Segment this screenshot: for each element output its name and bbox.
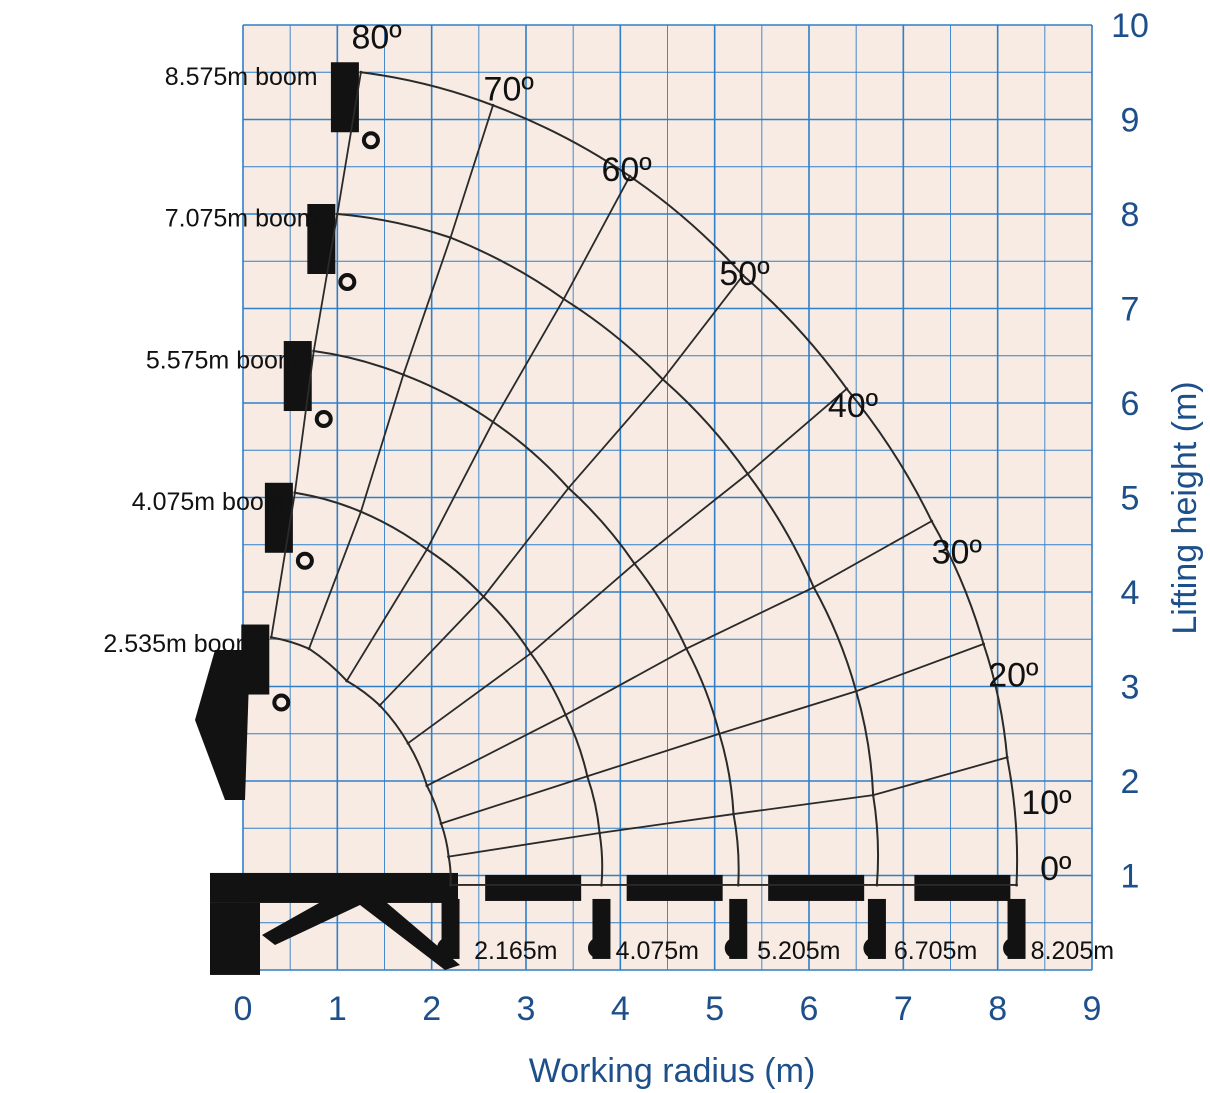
hook-icon xyxy=(587,937,609,959)
x-tick-label: 5 xyxy=(705,990,724,1028)
x-tick-label: 3 xyxy=(517,990,536,1028)
hook-icon xyxy=(272,693,291,712)
angle-label: 70º xyxy=(484,71,534,109)
y-tick-label: 5 xyxy=(1121,480,1140,518)
x-tick-label: 4 xyxy=(611,990,630,1028)
x-tick-label: 7 xyxy=(894,990,913,1028)
boom-length-label: 5.575m boom xyxy=(146,346,299,374)
angle-label: 0º xyxy=(1040,850,1071,888)
hook-icon xyxy=(1003,937,1025,959)
angle-label: 10º xyxy=(1021,784,1071,822)
boom-length-label: 7.075m boom xyxy=(165,205,318,233)
boom-length-label: 2.535m boom xyxy=(103,630,256,658)
y-tick-label: 1 xyxy=(1121,858,1140,896)
angle-rays xyxy=(270,72,1017,886)
boom-length-label: 8.575m boom xyxy=(165,63,318,91)
y-tick-labels: 1 2 3 4 5 6 7 8 9 10 xyxy=(1111,7,1149,896)
angle-label: 20º xyxy=(988,657,1038,695)
boom-length-label: 4.075m boom xyxy=(132,488,285,516)
x-tick-label: 8 xyxy=(988,990,1007,1028)
hook-icon xyxy=(338,273,357,291)
reach-label: 4.075m xyxy=(616,937,699,965)
y-axis-title: Lifting height (m) xyxy=(1166,381,1204,634)
crane-column-raised xyxy=(195,650,250,800)
crane-cylinder xyxy=(262,880,460,970)
chart-labels: 8.575m boom 7.075m boom 5.575m boom 4.075m … xyxy=(103,19,1114,965)
angle-ray xyxy=(345,175,631,682)
boom-curve xyxy=(337,213,880,886)
crane-silhouettes xyxy=(195,62,1026,975)
angle-label: 50º xyxy=(719,255,769,293)
reach-label: 6.705m xyxy=(894,937,977,965)
angle-label: 60º xyxy=(601,151,651,189)
angle-ray xyxy=(379,274,744,707)
angle-label: 40º xyxy=(828,387,878,425)
angle-ray xyxy=(448,756,1008,858)
crane-extended-boom xyxy=(768,874,865,901)
angle-ray xyxy=(270,72,362,638)
angle-label: 30º xyxy=(932,534,982,572)
x-tick-labels: 0 1 2 3 4 5 6 7 8 9 xyxy=(234,990,1102,1028)
angle-ray xyxy=(407,388,848,744)
boom-tip xyxy=(307,204,336,274)
boom-tip xyxy=(330,62,359,133)
y-tick-label: 9 xyxy=(1121,102,1140,140)
y-tick-label: 3 xyxy=(1121,669,1140,707)
boom-tip xyxy=(264,482,293,553)
hook-icon xyxy=(863,937,885,959)
x-tick-label: 0 xyxy=(234,990,253,1028)
crane-extended-boom xyxy=(626,874,723,901)
angle-label: 80º xyxy=(351,19,401,57)
angle-ray xyxy=(308,105,494,650)
y-tick-label: 2 xyxy=(1121,763,1140,801)
boom-curve xyxy=(313,350,740,886)
y-tick-label: 6 xyxy=(1121,385,1140,423)
x-axis-title: Working radius (m) xyxy=(529,1052,816,1090)
y-tick-label: 10 xyxy=(1111,7,1149,45)
hook-icon xyxy=(314,410,333,429)
hook-icon xyxy=(724,937,746,959)
y-tick-label: 7 xyxy=(1121,291,1140,329)
x-tick-label: 2 xyxy=(422,990,441,1028)
angle-ray xyxy=(440,643,984,825)
hook-icon xyxy=(361,131,380,150)
hook-icon xyxy=(295,551,314,570)
boom-curve xyxy=(360,71,1019,885)
x-tick-label: 1 xyxy=(328,990,347,1028)
y-tick-label: 4 xyxy=(1121,574,1140,612)
crane-extended-boom xyxy=(914,874,1011,901)
y-tick-label: 8 xyxy=(1121,196,1140,234)
x-tick-label: 9 xyxy=(1083,990,1102,1028)
reach-label: 8.205m xyxy=(1031,937,1114,965)
reach-label: 5.205m xyxy=(757,937,840,965)
crane-foot xyxy=(215,935,257,969)
crane-extended-boom xyxy=(485,874,582,901)
x-tick-label: 6 xyxy=(800,990,819,1028)
hook-icon xyxy=(437,937,459,959)
angle-ray xyxy=(426,520,933,787)
grid-lines xyxy=(242,24,1093,971)
reach-label: 2.165m xyxy=(474,937,557,965)
